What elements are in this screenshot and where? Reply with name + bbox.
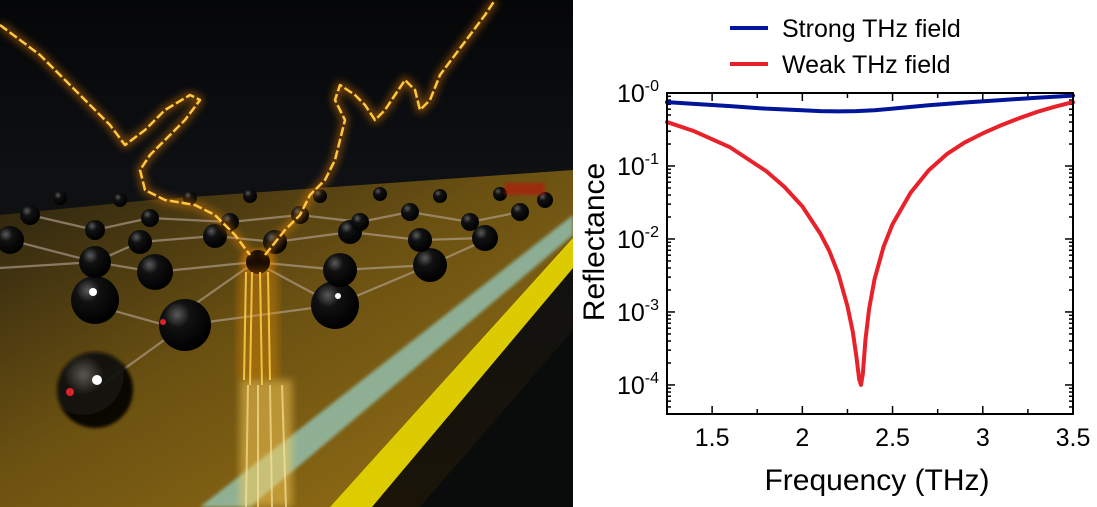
x-axis-label: Frequency (THz) <box>764 464 989 497</box>
plot-frame <box>666 92 1074 415</box>
x-tick-label: 1.5 <box>695 424 730 452</box>
y-axis-label: Reflectance <box>578 163 611 321</box>
legend-label-weak: Weak THz field <box>782 51 951 79</box>
y-tick-label: 10-3 <box>617 297 659 327</box>
y-tick-label: 10-2 <box>617 224 659 254</box>
series-line-strong <box>665 93 1075 114</box>
graphene-thz-illustration <box>0 0 573 507</box>
reflectance-chart: Strong THz field Weak THz field 1.5 2 2.5 3… <box>578 15 1090 497</box>
plot-area: 1.5 2 2.5 3 3.5 10-4 10-3 10-2 10-1 10-0 <box>617 78 1090 452</box>
x-tick-label: 2.5 <box>875 424 910 452</box>
x-tick-label: 2 <box>795 424 809 452</box>
x-tick-label: 3.5 <box>1056 424 1091 452</box>
legend-label-strong: Strong THz field <box>782 15 961 43</box>
series-line-weak <box>665 100 1075 387</box>
y-tick-label: 10-4 <box>617 370 659 400</box>
x-tick-label: 3 <box>976 424 990 452</box>
y-tick-label: 10-0 <box>617 78 659 108</box>
y-tick-label: 10-1 <box>617 151 659 181</box>
legend: Strong THz field Weak THz field <box>730 15 961 79</box>
